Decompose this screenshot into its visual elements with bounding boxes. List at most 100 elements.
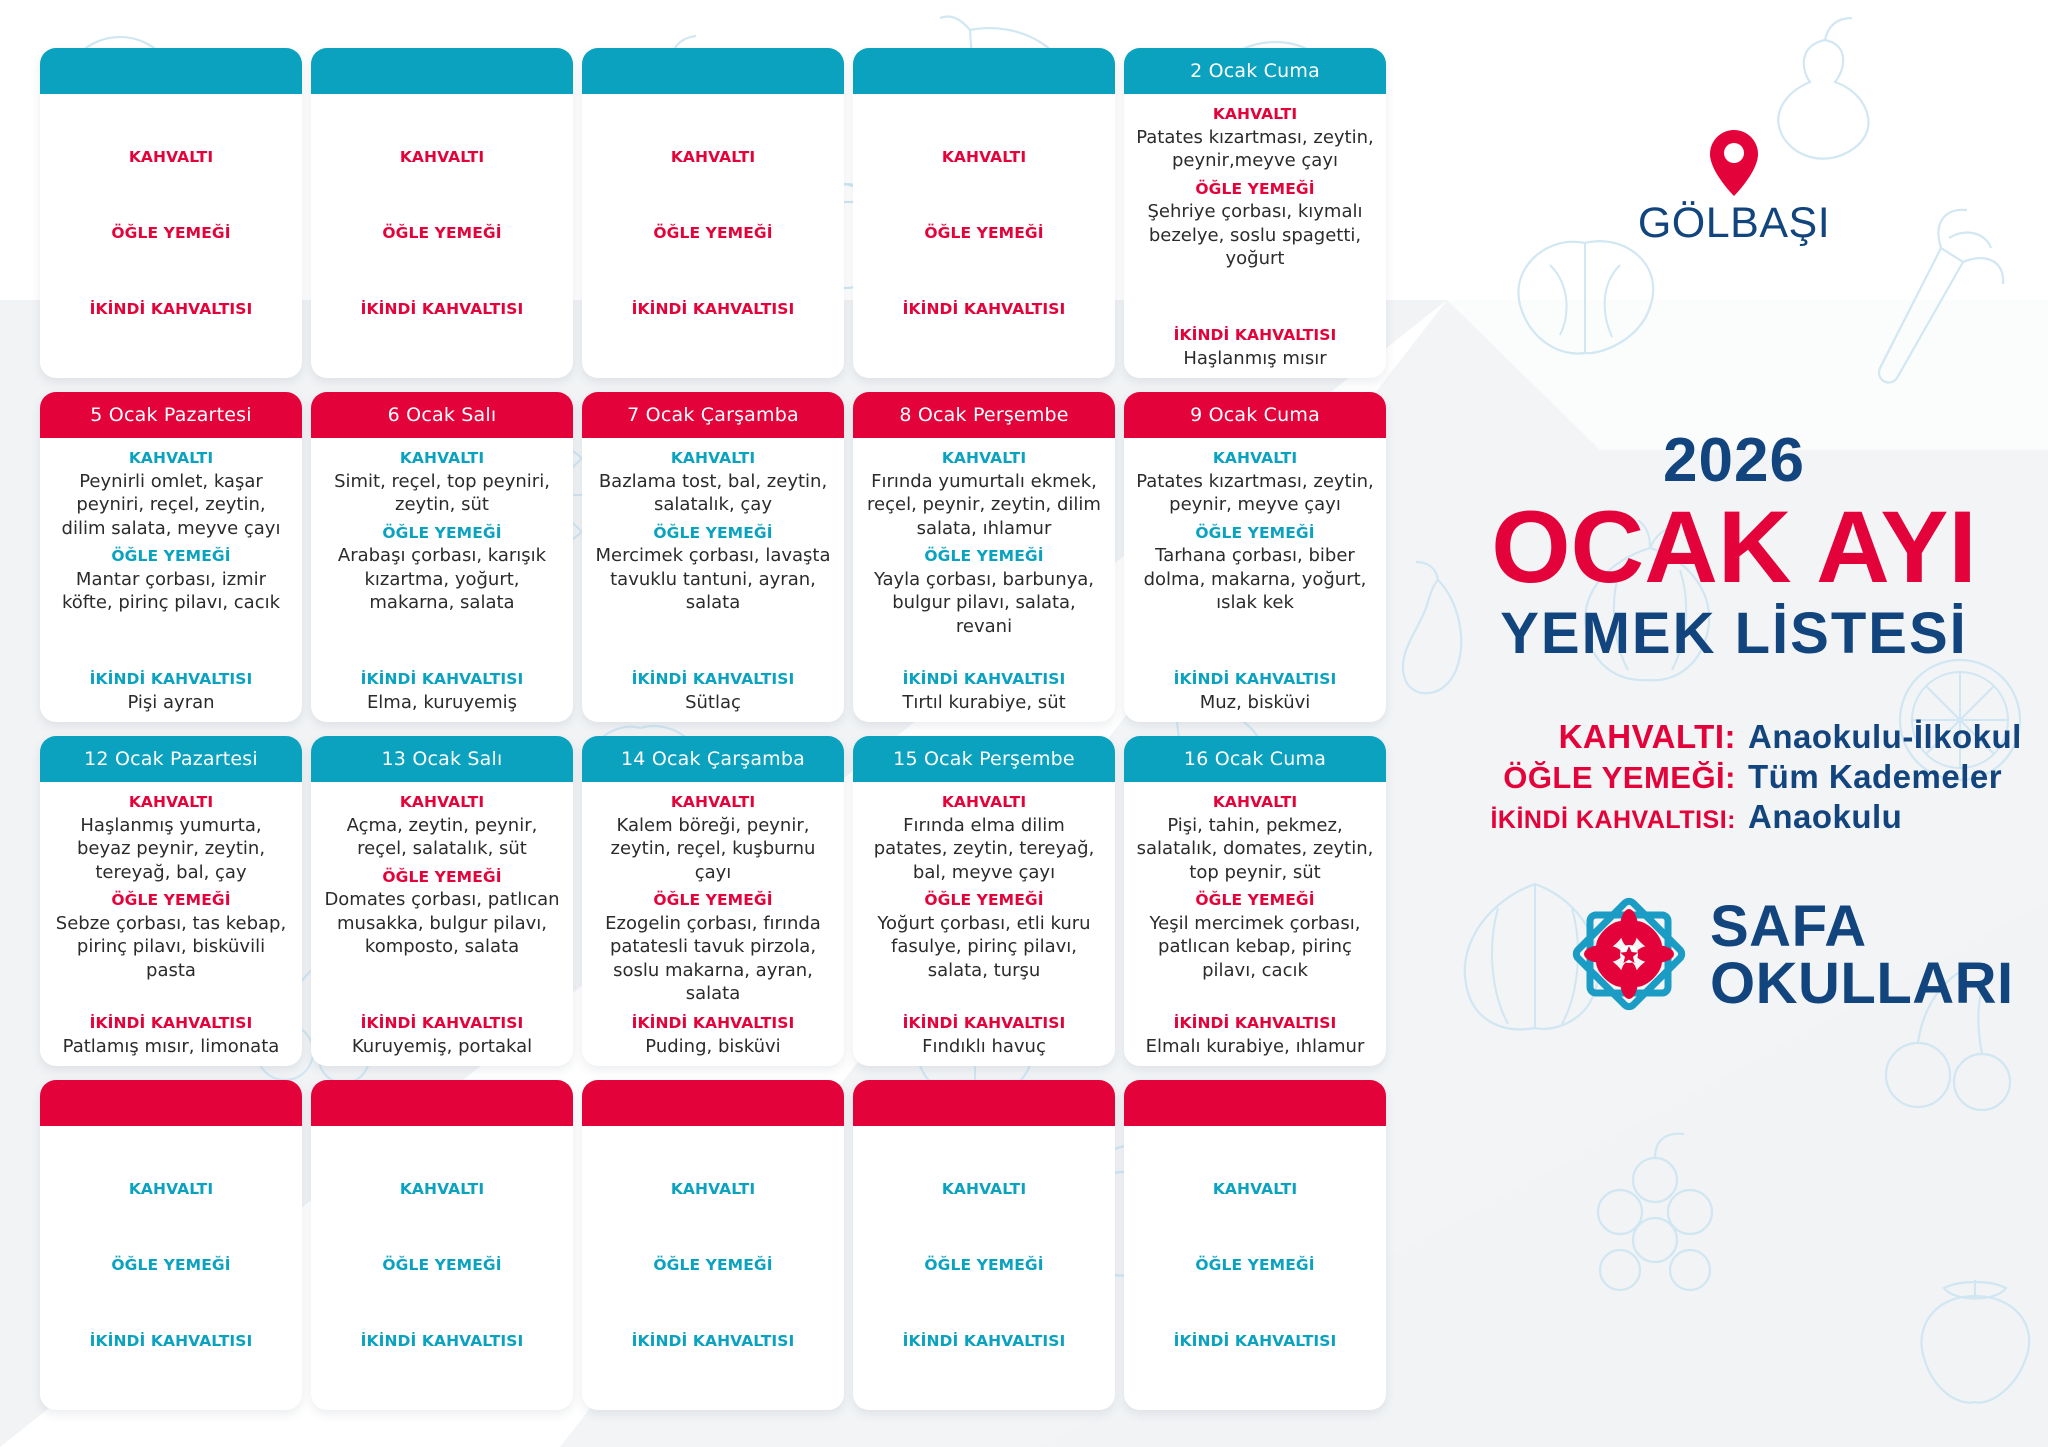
meal-label-lunch: ÖĞLE YEMEĞİ (111, 224, 231, 243)
meal-snack: İKİNDİ KAHVALTISI Elma, kuruyemiş (323, 665, 561, 714)
meal-label-snack: İKİNDİ KAHVALTISI (1173, 669, 1337, 688)
day-card: KAHVALTI ÖĞLE YEMEĞİ İKİNDİ KAHVALTISI (40, 1080, 302, 1410)
meal-lunch: ÖĞLE YEMEĞİ (323, 1256, 561, 1275)
meal-text-snack: Puding, bisküvi (645, 1035, 781, 1057)
day-card-header: 8 Ocak Perşembe (853, 392, 1115, 438)
meal-text-snack: Kuruyemiş, portakal (351, 1035, 533, 1057)
school-name: SAFA OKULLARI (1710, 898, 2014, 1016)
meal-snack: İKİNDİ KAHVALTISI Patlamış mısır, limonat… (52, 1009, 290, 1058)
meal-label-breakfast: KAHVALTI (941, 1180, 1027, 1199)
day-card-body: KAHVALTI ÖĞLE YEMEĞİ İKİNDİ KAHVALTISI (311, 94, 573, 378)
day-card-body: KAHVALTI ÖĞLE YEMEĞİ İKİNDİ KAHVALTISI (40, 94, 302, 378)
school-name-line2: OKULLARI (1710, 951, 2014, 1016)
meal-snack: İKİNDİ KAHVALTISI (52, 300, 290, 319)
meal-text-lunch: Domates çorbası, patlıcan musakka, bulgu… (324, 889, 560, 958)
meal-label-breakfast: KAHVALTI (941, 148, 1027, 167)
meal-text-breakfast: Kalem böreği, peynir, zeytin, reçel, kuş… (610, 814, 816, 883)
meal-breakfast: KAHVALTI Fırında yumurtalı ekmek, reçel, … (865, 449, 1103, 540)
meal-label-snack: İKİNDİ KAHVALTISI (360, 1013, 524, 1032)
meal-label-snack: İKİNDİ KAHVALTISI (902, 669, 1066, 688)
meal-label-breakfast: KAHVALTI (128, 793, 214, 811)
meal-label-lunch: ÖĞLE YEMEĞİ (382, 1256, 502, 1275)
meal-lunch: ÖĞLE YEMEĞİ Yayla çorbası, barbunya, bulg… (865, 546, 1103, 638)
day-card-header: 9 Ocak Cuma (1124, 392, 1386, 438)
day-card-header (40, 1080, 302, 1126)
meal-lunch: ÖĞLE YEMEĞİ Domates çorbası, patlıcan mus… (323, 868, 561, 959)
meal-lunch: ÖĞLE YEMEĞİ (594, 224, 832, 243)
meal-label-snack: İKİNDİ KAHVALTISI (1173, 325, 1337, 344)
day-card-header: 12 Ocak Pazartesi (40, 736, 302, 782)
meal-label-lunch: ÖĞLE YEMEĞİ (1195, 1256, 1315, 1275)
meal-label-lunch: ÖĞLE YEMEĞİ (382, 224, 502, 243)
legend-key: İKİNDİ KAHVALTISI: (1490, 806, 1736, 834)
meal-label-breakfast: KAHVALTI (128, 449, 214, 467)
day-card-header: 7 Ocak Çarşamba (582, 392, 844, 438)
meal-snack: İKİNDİ KAHVALTISI (1136, 1332, 1374, 1351)
meal-snack: İKİNDİ KAHVALTISI (52, 1332, 290, 1351)
meal-text-breakfast: Simit, reçel, top peyniri, zeytin, süt (334, 470, 550, 516)
meal-breakfast: KAHVALTI (323, 1180, 561, 1199)
menu-calendar-grid: KAHVALTI ÖĞLE YEMEĞİ İKİNDİ KAHVALTISI KAHV… (40, 48, 1400, 1410)
legend-value: Anaokulu (1748, 798, 1903, 835)
meal-text-breakfast: Açma, zeytin, peynir, reçel, salatalık, … (346, 814, 538, 860)
meal-label-breakfast: KAHVALTI (670, 449, 756, 467)
meal-label-breakfast: KAHVALTI (1212, 449, 1298, 467)
meal-label-lunch: ÖĞLE YEMEĞİ (1195, 179, 1315, 198)
meal-text-breakfast: Bazlama tost, bal, zeytin, salatalık, ça… (598, 470, 828, 516)
meal-label-breakfast: KAHVALTI (670, 148, 756, 167)
meal-breakfast: KAHVALTI (865, 1180, 1103, 1199)
meal-label-lunch: ÖĞLE YEMEĞİ (924, 224, 1044, 243)
meal-label-breakfast: KAHVALTI (1212, 793, 1298, 811)
day-card-body: KAHVALTI Patates kızartması, zeytin, peyn… (1124, 438, 1386, 722)
meal-label-snack: İKİNDİ KAHVALTISI (360, 669, 524, 688)
day-card: 7 Ocak Çarşamba KAHVALTI Bazlama tost, bal… (582, 392, 844, 722)
meal-snack: İKİNDİ KAHVALTISI Haşlanmış mısır (1136, 321, 1374, 370)
day-card-header: 5 Ocak Pazartesi (40, 392, 302, 438)
meal-label-breakfast: KAHVALTI (941, 793, 1027, 811)
day-card-body: KAHVALTI Kalem böreği, peynir, zeytin, re… (582, 782, 844, 1066)
title-month: OCAK AYI (1491, 490, 1977, 604)
meal-label-breakfast: KAHVALTI (670, 793, 756, 811)
meal-snack: İKİNDİ KAHVALTISI (323, 1332, 561, 1351)
legend-key: KAHVALTI: (1558, 718, 1736, 755)
meal-label-breakfast: KAHVALTI (1212, 105, 1298, 123)
meal-label-snack: İKİNDİ KAHVALTISI (360, 300, 524, 319)
legend-key: ÖĞLE YEMEĞİ: (1503, 760, 1736, 795)
day-card: KAHVALTI ÖĞLE YEMEĞİ İKİNDİ KAHVALTISI (853, 48, 1115, 378)
carrot-doodle-icon (1877, 208, 2005, 384)
meal-lunch: ÖĞLE YEMEĞİ Tarhana çorbası, biber dolma,… (1136, 523, 1374, 615)
day-card: KAHVALTI ÖĞLE YEMEĞİ İKİNDİ KAHVALTISI (311, 1080, 573, 1410)
day-card: KAHVALTI ÖĞLE YEMEĞİ İKİNDİ KAHVALTISI (582, 1080, 844, 1410)
meal-lunch: ÖĞLE YEMEĞİ Mantar çorbası, izmir köfte, … (52, 547, 290, 615)
meal-label-breakfast: KAHVALTI (670, 1180, 756, 1199)
meal-label-breakfast: KAHVALTI (399, 449, 485, 467)
day-card-header: 2 Ocak Cuma (1124, 48, 1386, 94)
meal-breakfast: KAHVALTI Patates kızartması, zeytin, peyn… (1136, 105, 1374, 173)
day-card-header: 14 Ocak Çarşamba (582, 736, 844, 782)
day-card: 15 Ocak Perşembe KAHVALTI Fırında elma dil… (853, 736, 1115, 1066)
branding-panel: GÖLBAŞI 2026 OCAK AYI YEMEK LİSTESİ KAHV… (1420, 0, 2048, 1447)
meal-label-snack: İKİNDİ KAHVALTISI (360, 1332, 524, 1351)
meal-label-lunch: ÖĞLE YEMEĞİ (924, 1256, 1044, 1275)
meal-label-lunch: ÖĞLE YEMEĞİ (1195, 523, 1315, 542)
meal-label-breakfast: KAHVALTI (399, 148, 485, 167)
day-card-body: KAHVALTI ÖĞLE YEMEĞİ İKİNDİ KAHVALTISI (582, 94, 844, 378)
legend-value: Tüm Kademeler (1748, 758, 2003, 795)
meal-label-snack: İKİNDİ KAHVALTISI (902, 1332, 1066, 1351)
meal-text-snack: Elmalı kurabiye, ıhlamur (1145, 1035, 1365, 1057)
day-card: KAHVALTI ÖĞLE YEMEĞİ İKİNDİ KAHVALTISI (311, 48, 573, 378)
day-card-body: KAHVALTI Peynirli omlet, kaşar peyniri, r… (40, 438, 302, 722)
meal-text-snack: Pişi ayran (127, 691, 215, 713)
meal-label-breakfast: KAHVALTI (128, 148, 214, 167)
meal-lunch: ÖĞLE YEMEĞİ Yeşil mercimek çorbası, patlı… (1136, 890, 1374, 982)
meal-label-lunch: ÖĞLE YEMEĞİ (924, 546, 1044, 565)
meal-label-lunch: ÖĞLE YEMEĞİ (382, 523, 502, 542)
meal-text-breakfast: Haşlanmış yumurta, beyaz peynir, zeytin,… (76, 814, 266, 883)
meal-breakfast: KAHVALTI Bazlama tost, bal, zeytin, salat… (594, 449, 832, 517)
meal-label-lunch: ÖĞLE YEMEĞİ (653, 224, 773, 243)
meal-label-lunch: ÖĞLE YEMEĞİ (1195, 890, 1315, 909)
meal-snack: İKİNDİ KAHVALTISI (594, 1332, 832, 1351)
day-card-body: KAHVALTI Patates kızartması, zeytin, peyn… (1124, 94, 1386, 378)
day-card: 9 Ocak Cuma KAHVALTI Patates kızartması, z… (1124, 392, 1386, 722)
